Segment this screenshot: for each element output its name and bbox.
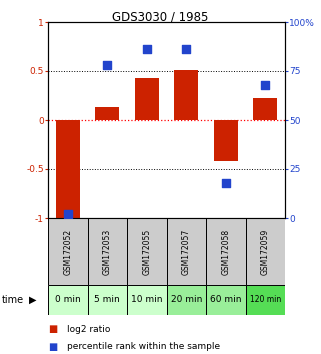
Text: percentile rank within the sample: percentile rank within the sample [67, 342, 221, 352]
Text: 120 min: 120 min [250, 296, 281, 304]
Bar [167, 218, 206, 285]
Text: ▶: ▶ [29, 295, 36, 305]
Point [65, 211, 70, 217]
Text: time: time [2, 295, 24, 305]
Bar [246, 218, 285, 285]
Point [144, 47, 149, 52]
Bar [253, 98, 277, 120]
Bar [206, 285, 246, 315]
Text: GSM172053: GSM172053 [103, 228, 112, 275]
Bar [174, 70, 198, 120]
Bar [95, 107, 119, 120]
Text: GSM172052: GSM172052 [63, 228, 72, 275]
Text: 60 min: 60 min [210, 296, 241, 304]
Bar [88, 218, 127, 285]
Bar [167, 285, 206, 315]
Bar [56, 120, 80, 218]
Bar [88, 285, 127, 315]
Bar [246, 285, 285, 315]
Point [223, 180, 228, 185]
Text: ■: ■ [48, 342, 57, 352]
Bar [214, 120, 238, 161]
Bar [48, 218, 88, 285]
Point [105, 62, 110, 68]
Bar [48, 285, 88, 315]
Text: 10 min: 10 min [131, 296, 162, 304]
Text: GSM172059: GSM172059 [261, 228, 270, 275]
Bar [127, 285, 167, 315]
Text: ■: ■ [48, 324, 57, 334]
Text: GDS3030 / 1985: GDS3030 / 1985 [112, 11, 209, 24]
Text: log2 ratio: log2 ratio [67, 325, 111, 334]
Point [184, 47, 189, 52]
Text: 20 min: 20 min [170, 296, 202, 304]
Text: GSM172057: GSM172057 [182, 228, 191, 275]
Bar [135, 78, 159, 120]
Bar [127, 218, 167, 285]
Text: GSM172058: GSM172058 [221, 228, 230, 275]
Bar [206, 218, 246, 285]
Text: GSM172055: GSM172055 [142, 228, 151, 275]
Point [263, 82, 268, 87]
Text: 0 min: 0 min [55, 296, 81, 304]
Text: 5 min: 5 min [94, 296, 120, 304]
